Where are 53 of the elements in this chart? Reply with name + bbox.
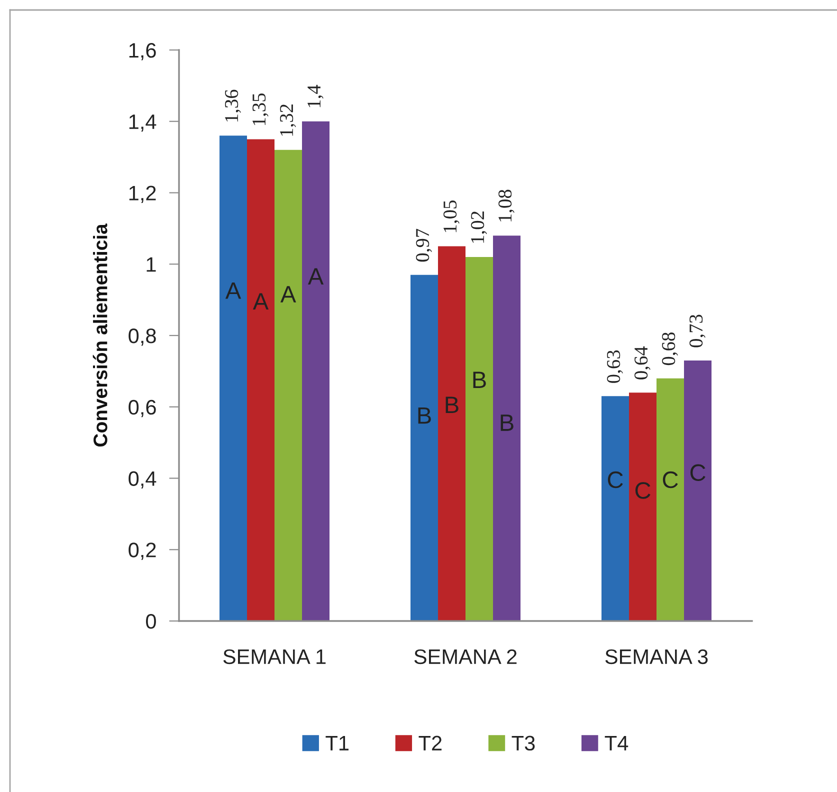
annotation: A (280, 286, 296, 302)
annotation: A (308, 268, 324, 285)
data-label: 0,68 (662, 332, 678, 366)
annotation: B (446, 396, 458, 413)
annotation: C (635, 482, 650, 499)
bar (246, 139, 274, 621)
data-label: 0,97 (416, 228, 432, 262)
annotation: B (500, 414, 514, 431)
annotation: A (252, 293, 269, 310)
annotation: C (690, 464, 706, 482)
y-tick-label: 0,8 (128, 328, 156, 346)
y-tick-label: 0,4 (128, 471, 156, 488)
bar (438, 246, 466, 621)
data-label: 1,4 (308, 84, 324, 108)
data-label: 0,64 (634, 346, 650, 380)
annotation: B (473, 372, 486, 388)
legend-label: T3 (512, 736, 535, 751)
annotation: C (662, 471, 678, 488)
data-label: 1,08 (498, 190, 514, 222)
y-tick-label: 0,2 (128, 542, 156, 560)
data-label: 0,73 (690, 314, 706, 348)
bar (302, 121, 330, 621)
y-tick-label: 1,6 (129, 43, 156, 60)
data-label: 1,05 (443, 200, 460, 232)
x-tick-label: SEMANA 2 (414, 649, 517, 664)
bar (628, 392, 656, 621)
bar (601, 396, 629, 621)
bar (274, 150, 302, 621)
bar (493, 236, 521, 621)
data-label: 0,63 (606, 350, 623, 383)
legend-label: T4 (604, 736, 628, 750)
legend-label: T1 (326, 736, 349, 750)
bar (219, 136, 247, 621)
bar (410, 274, 438, 621)
y-tick-label: 0 (146, 614, 156, 629)
y-axis-title: Conversión aliementicia (92, 224, 108, 447)
data-label: 1,02 (470, 212, 487, 243)
annotation: B (418, 407, 431, 424)
annotation: C (608, 471, 623, 488)
data-label: 1,35 (252, 93, 268, 126)
bar (684, 360, 712, 621)
data-label: 1,36 (225, 90, 241, 122)
data-label: 1,32 (280, 104, 296, 136)
bar (656, 378, 684, 621)
y-tick-label: 1,4 (129, 114, 156, 132)
x-tick-label: SEMANA 1 (223, 649, 326, 664)
bar (466, 256, 494, 621)
annotation: A (225, 282, 242, 299)
legend-label: T2 (418, 736, 442, 750)
y-tick-label: 1,2 (129, 186, 156, 203)
y-tick-label: 1 (146, 257, 156, 272)
y-tick-label: 0,6 (128, 400, 156, 418)
x-tick-label: SEMANA 3 (605, 649, 708, 664)
